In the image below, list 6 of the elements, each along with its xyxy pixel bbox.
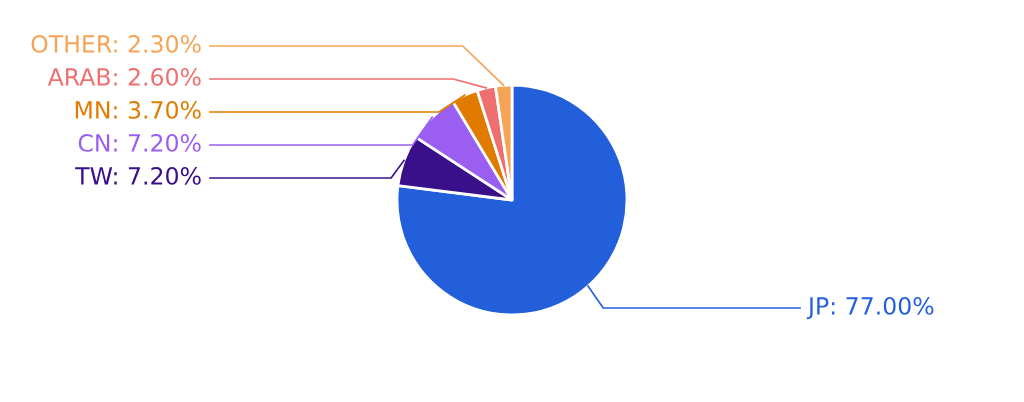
slice-label: TW: 7.20%	[75, 166, 201, 185]
slice-label: OTHER: 2.30%	[31, 34, 201, 53]
slice-label: JP: 77.00%	[806, 296, 934, 320]
slice-label: CN: 7.20%	[78, 133, 201, 152]
slice-label: MN: 3.70%	[75, 100, 201, 119]
slice-label: ARAB: 2.60%	[47, 67, 201, 86]
